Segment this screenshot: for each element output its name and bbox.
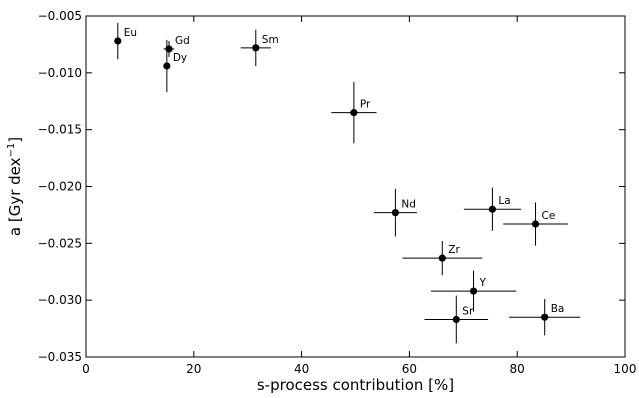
y-tick-label: −0.020 xyxy=(38,180,82,194)
x-tick-label: 0 xyxy=(82,362,90,376)
y-axis-label-suffix: ] xyxy=(6,137,24,143)
y-tick-label: −0.010 xyxy=(38,66,82,80)
data-point-sm: Sm xyxy=(240,29,279,67)
data-point-gd: Gd xyxy=(163,35,190,57)
marker xyxy=(350,109,358,117)
x-tick-label: 60 xyxy=(402,362,417,376)
y-tick-label: −0.030 xyxy=(38,293,82,307)
data-point-y: Y xyxy=(430,270,517,312)
y-tick-label: −0.005 xyxy=(38,9,82,23)
data-point-zr: Zr xyxy=(402,241,483,276)
marker xyxy=(488,205,497,213)
point-label: Eu xyxy=(124,27,137,39)
x-tick-label: 100 xyxy=(614,362,637,376)
data-point-la: La xyxy=(463,187,521,231)
data-point-pr: Pr xyxy=(331,81,377,144)
point-label: Pr xyxy=(360,99,371,111)
y-tick-label: −0.025 xyxy=(38,236,82,250)
y-tick-label: −0.035 xyxy=(38,350,82,364)
data-point-ce: Ce xyxy=(503,202,568,246)
point-label: Ce xyxy=(542,210,556,222)
x-tick-label: 80 xyxy=(510,362,525,376)
data-point-ba: Ba xyxy=(509,299,581,336)
data-series: Eu Gd Dy Sm Pr Nd La Ce Zr Y Sr Ba xyxy=(114,22,581,344)
data-point-nd: Nd xyxy=(373,188,417,237)
data-point-sr: Sr xyxy=(424,295,489,344)
marker xyxy=(114,37,122,45)
point-label: Dy xyxy=(173,52,187,64)
marker xyxy=(469,287,478,295)
marker xyxy=(452,315,460,324)
y-tick-label: −0.015 xyxy=(38,123,82,137)
x-axis-ticks: 0 20 40 60 80 100 xyxy=(82,16,636,376)
y-axis-label-prefix: a [Gyr dex xyxy=(6,157,24,236)
point-label: Nd xyxy=(401,199,416,211)
marker xyxy=(541,313,549,321)
point-label: Y xyxy=(479,277,487,289)
data-point-dy: Dy xyxy=(163,39,187,93)
data-point-eu: Eu xyxy=(114,22,137,60)
point-label: Sm xyxy=(262,34,279,46)
marker xyxy=(163,62,171,70)
point-label: La xyxy=(498,195,510,207)
point-label: Sr xyxy=(462,305,474,317)
y-axis-label-superscript: −1 xyxy=(6,143,17,158)
point-label: Gd xyxy=(175,35,190,47)
y-axis-ticks: −0.035 −0.030 −0.025 −0.020 −0.015 −0.010 −0.0… xyxy=(38,9,625,364)
x-axis-label: s-process contribution [%] xyxy=(257,376,454,394)
point-label: Zr xyxy=(448,244,460,256)
marker xyxy=(252,44,260,52)
marker xyxy=(438,254,446,262)
point-label: Ba xyxy=(551,303,565,315)
marker xyxy=(391,209,399,217)
y-axis-label: a [Gyr dex−1] xyxy=(6,137,24,236)
x-tick-label: 20 xyxy=(186,362,201,376)
marker xyxy=(531,220,540,228)
x-tick-label: 40 xyxy=(294,362,309,376)
